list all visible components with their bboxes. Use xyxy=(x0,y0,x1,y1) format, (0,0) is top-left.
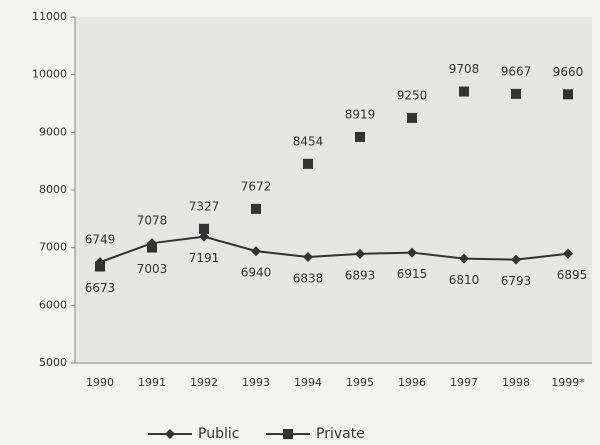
series-line xyxy=(99,235,569,264)
data-label: 9250 xyxy=(397,88,428,102)
x-tick-label: 1996 xyxy=(398,376,426,389)
data-label: 9660 xyxy=(553,65,584,79)
data-label: 8919 xyxy=(345,108,376,122)
point xyxy=(199,231,209,242)
data-label: 6838 xyxy=(293,272,324,286)
point xyxy=(407,247,417,258)
x-tick-label: 1995 xyxy=(346,376,374,389)
data-label: 6915 xyxy=(397,267,428,281)
point xyxy=(459,253,469,264)
data-label: 6895 xyxy=(557,268,588,282)
data-label: 6810 xyxy=(449,273,480,287)
data-label: 7672 xyxy=(241,179,272,193)
point xyxy=(563,248,573,259)
point xyxy=(251,246,261,257)
data-label: 9667 xyxy=(501,64,532,78)
y-tick-label: 8000 xyxy=(39,183,67,196)
point xyxy=(303,252,313,263)
x-tick-label: 1994 xyxy=(294,376,322,389)
data-label: 6893 xyxy=(345,268,376,282)
point xyxy=(303,158,313,169)
y-tick-label: 7000 xyxy=(39,241,67,254)
data-label: 8454 xyxy=(293,134,324,148)
data-label: 6940 xyxy=(241,266,272,280)
x-tick-label: 1990 xyxy=(86,376,114,389)
x-tick-label: 1997 xyxy=(450,376,478,389)
point xyxy=(511,88,521,99)
x-tick-label: 1999* xyxy=(551,376,585,389)
y-tick-label: 9000 xyxy=(39,125,67,138)
point xyxy=(459,86,469,97)
x-tick-label: 1992 xyxy=(190,376,218,389)
data-label: 6749 xyxy=(85,233,116,247)
point xyxy=(251,203,261,214)
data-label: 6793 xyxy=(501,274,532,288)
point xyxy=(199,223,209,234)
data-label: 7003 xyxy=(137,262,168,276)
x-tick-label: 1993 xyxy=(242,376,270,389)
data-label: 7327 xyxy=(189,199,220,213)
point xyxy=(283,429,293,439)
point xyxy=(165,429,175,439)
point xyxy=(95,261,105,272)
x-tick-label: 1998 xyxy=(502,376,530,389)
legend-label: Private xyxy=(316,426,365,442)
data-label: 6673 xyxy=(85,281,116,295)
point xyxy=(355,248,365,259)
y-tick-label: 10000 xyxy=(32,68,67,81)
y-tick-label: 6000 xyxy=(39,298,67,311)
plot-area xyxy=(75,17,592,363)
point xyxy=(355,132,365,143)
y-tick-label: 5000 xyxy=(39,356,67,369)
point xyxy=(407,112,417,123)
x-tick-label: 1991 xyxy=(138,376,166,389)
legend-label: Public xyxy=(198,426,239,442)
point xyxy=(511,254,521,265)
data-label: 7078 xyxy=(137,214,168,228)
point xyxy=(563,89,573,100)
y-tick-label: 11000 xyxy=(32,10,67,23)
data-label: 9708 xyxy=(449,62,480,76)
point xyxy=(147,242,157,253)
data-label: 7191 xyxy=(189,251,220,265)
